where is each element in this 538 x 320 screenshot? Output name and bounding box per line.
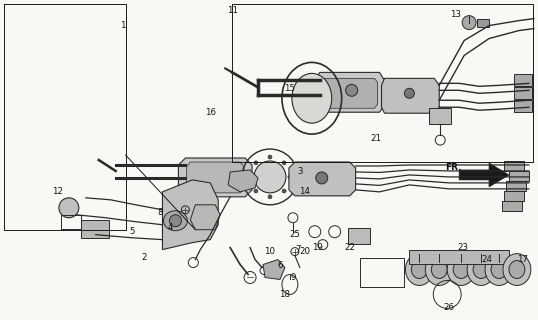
Bar: [514, 74, 532, 86]
Text: 11: 11: [226, 6, 238, 15]
Circle shape: [282, 189, 286, 193]
Bar: [504, 191, 524, 201]
Text: 6: 6: [277, 261, 282, 270]
Text: 26: 26: [444, 303, 455, 312]
Polygon shape: [322, 78, 378, 108]
Bar: [409, 250, 509, 264]
Polygon shape: [315, 72, 385, 112]
Text: 17: 17: [518, 255, 528, 264]
Ellipse shape: [491, 260, 507, 278]
Text: 2: 2: [142, 253, 147, 262]
Ellipse shape: [509, 260, 525, 278]
Circle shape: [268, 155, 272, 159]
Circle shape: [346, 84, 358, 96]
Text: 21: 21: [370, 133, 381, 143]
Ellipse shape: [485, 253, 513, 285]
Circle shape: [248, 175, 252, 179]
Circle shape: [254, 189, 258, 193]
Bar: [477, 19, 489, 27]
Bar: [514, 87, 532, 99]
Bar: [348, 228, 370, 244]
Bar: [509, 171, 529, 181]
Text: 23: 23: [458, 243, 469, 252]
Ellipse shape: [292, 73, 332, 123]
Bar: [504, 161, 524, 171]
Circle shape: [254, 161, 258, 165]
Ellipse shape: [453, 260, 469, 278]
Polygon shape: [289, 162, 356, 196]
Text: 5: 5: [130, 227, 136, 236]
Circle shape: [405, 88, 414, 98]
Text: 22: 22: [344, 243, 355, 252]
Polygon shape: [228, 170, 258, 192]
Text: 9: 9: [290, 273, 295, 282]
Text: 3: 3: [297, 167, 302, 176]
Text: 16: 16: [205, 108, 216, 117]
Bar: [81, 220, 109, 238]
Text: 1: 1: [120, 21, 125, 30]
Polygon shape: [162, 180, 218, 250]
Ellipse shape: [164, 211, 187, 231]
Circle shape: [59, 198, 79, 218]
Ellipse shape: [503, 253, 531, 285]
Ellipse shape: [254, 161, 286, 193]
Bar: [429, 108, 451, 124]
Polygon shape: [179, 158, 252, 197]
Polygon shape: [186, 162, 244, 193]
Text: 19: 19: [313, 243, 323, 252]
Bar: [506, 181, 526, 191]
Polygon shape: [190, 205, 220, 230]
Text: 25: 25: [289, 230, 300, 239]
Polygon shape: [459, 163, 509, 187]
Text: 20: 20: [299, 247, 310, 256]
Circle shape: [462, 16, 476, 29]
Bar: [514, 100, 532, 112]
Bar: [61, 215, 81, 229]
Ellipse shape: [473, 260, 489, 278]
Ellipse shape: [467, 253, 495, 285]
Ellipse shape: [412, 260, 427, 278]
Text: 7: 7: [295, 245, 301, 254]
Circle shape: [169, 215, 181, 227]
Text: 8: 8: [158, 208, 163, 217]
Text: 15: 15: [285, 84, 295, 93]
Text: 12: 12: [52, 188, 63, 196]
Ellipse shape: [426, 253, 453, 285]
Ellipse shape: [431, 260, 447, 278]
Circle shape: [316, 172, 328, 184]
Bar: [502, 201, 522, 211]
Text: 24: 24: [482, 255, 493, 264]
Circle shape: [288, 175, 292, 179]
Ellipse shape: [406, 253, 433, 285]
Text: 10: 10: [265, 247, 275, 256]
Circle shape: [208, 170, 222, 184]
Text: 4: 4: [168, 223, 173, 232]
Text: FR.: FR.: [445, 164, 461, 172]
Polygon shape: [381, 78, 439, 113]
Bar: [359, 258, 405, 287]
Text: 18: 18: [279, 290, 291, 299]
Polygon shape: [263, 260, 285, 279]
Circle shape: [282, 161, 286, 165]
Text: 13: 13: [450, 10, 461, 19]
Text: 14: 14: [299, 188, 310, 196]
Circle shape: [268, 195, 272, 199]
Ellipse shape: [447, 253, 475, 285]
